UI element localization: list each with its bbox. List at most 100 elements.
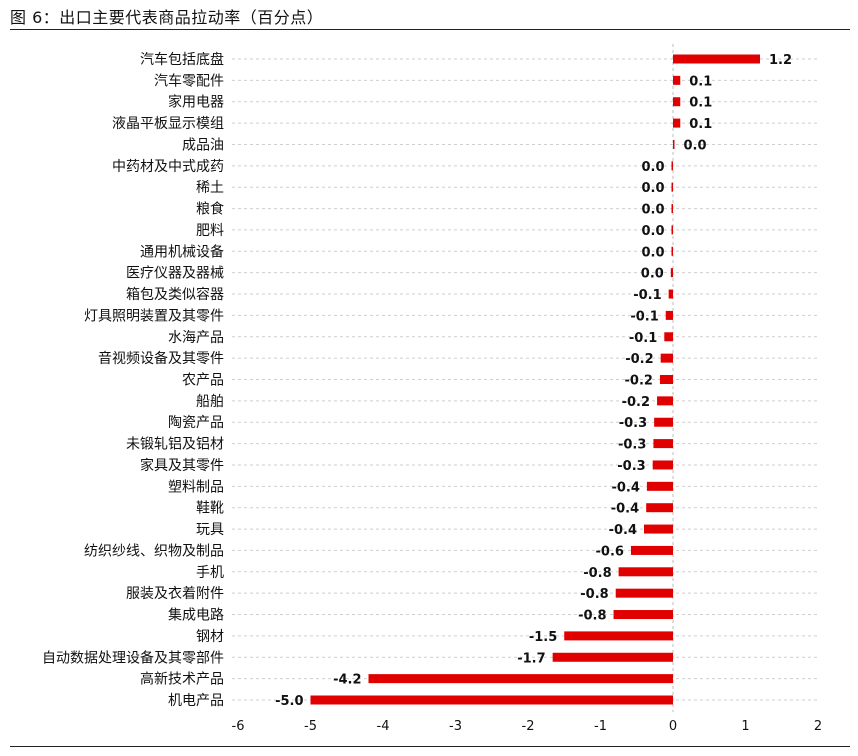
bar xyxy=(646,503,673,513)
x-tick-label: 2 xyxy=(814,719,822,734)
x-tick-label: -6 xyxy=(232,719,245,734)
bar xyxy=(671,204,673,214)
value-label: 0.0 xyxy=(641,203,664,218)
bar xyxy=(618,567,673,577)
bar xyxy=(646,481,673,491)
bar xyxy=(657,396,673,406)
category-label: 机电产品 xyxy=(168,693,224,709)
bar xyxy=(664,332,673,342)
value-label: 0.0 xyxy=(641,267,664,282)
top-rule xyxy=(10,29,850,30)
bar xyxy=(552,652,673,662)
bottom-rule xyxy=(10,746,850,747)
category-label: 中药材及中式成药 xyxy=(112,159,224,175)
bar xyxy=(671,182,673,192)
category-label: 钢材 xyxy=(196,629,224,645)
value-label: -1.5 xyxy=(529,630,557,645)
bar xyxy=(671,246,673,256)
chart-title: 图 6：出口主要代表商品拉动率（百分点） xyxy=(10,8,324,27)
bar xyxy=(564,631,673,641)
bar xyxy=(673,118,681,128)
value-label: 1.2 xyxy=(769,53,792,68)
value-label: -1.7 xyxy=(517,651,545,666)
value-label: 0.0 xyxy=(641,224,664,239)
value-label: 0.0 xyxy=(641,160,664,175)
category-label: 高新技术产品 xyxy=(140,671,224,688)
category-label: 手机 xyxy=(196,565,224,581)
x-tick-label: -1 xyxy=(594,719,607,734)
category-label: 箱包及类似容器 xyxy=(126,286,224,303)
bar xyxy=(613,610,673,620)
bar xyxy=(368,674,673,684)
value-label: -0.3 xyxy=(619,416,647,431)
category-label: 成品油 xyxy=(182,137,224,153)
bar xyxy=(673,97,681,107)
value-label: -0.1 xyxy=(633,288,661,303)
x-tick-label: -5 xyxy=(304,719,317,734)
value-label: 0.1 xyxy=(689,96,712,111)
x-tick-label: -2 xyxy=(522,719,535,734)
bar xyxy=(671,161,673,171)
value-label: -0.1 xyxy=(629,331,657,346)
x-tick-label: 0 xyxy=(669,719,677,734)
value-label: -0.2 xyxy=(625,374,653,389)
bar xyxy=(630,545,673,555)
bar xyxy=(660,353,673,363)
category-label: 船舶 xyxy=(196,394,224,410)
bar xyxy=(673,75,681,85)
category-label: 汽车包括底盘 xyxy=(140,51,224,68)
value-label: -0.1 xyxy=(630,309,658,324)
category-label: 服装及衣着附件 xyxy=(126,586,224,602)
category-label: 陶瓷产品 xyxy=(168,415,224,431)
bar xyxy=(668,289,673,299)
x-tick-label: -3 xyxy=(449,719,462,734)
category-label: 家具及其零件 xyxy=(140,457,224,474)
category-label: 肥料 xyxy=(196,223,224,239)
bar xyxy=(673,139,675,149)
value-label: 0.1 xyxy=(689,74,712,89)
category-label: 纺织纱线、织物及制品 xyxy=(84,543,224,559)
category-label: 农产品 xyxy=(182,373,224,389)
bar xyxy=(653,439,673,449)
category-label: 塑料制品 xyxy=(168,479,224,495)
value-label: 0.0 xyxy=(641,181,664,196)
value-label: 0.0 xyxy=(641,245,664,260)
bar xyxy=(671,225,673,235)
value-label: -0.3 xyxy=(617,459,645,474)
value-label: -0.8 xyxy=(583,566,611,581)
value-label: -0.4 xyxy=(611,480,639,495)
value-label: 0.1 xyxy=(689,117,712,132)
value-label: -4.2 xyxy=(333,673,361,688)
category-label: 家用电器 xyxy=(168,94,224,111)
category-label: 自动数据处理设备及其零部件 xyxy=(42,649,224,666)
category-label: 玩具 xyxy=(196,522,224,538)
category-label: 稀土 xyxy=(196,180,224,196)
category-label: 未锻轧铝及铝材 xyxy=(126,437,224,453)
value-label: -0.6 xyxy=(596,544,624,559)
bar xyxy=(670,268,673,278)
category-label: 医疗仪器及器械 xyxy=(126,266,224,282)
value-label: -0.8 xyxy=(578,609,606,624)
category-label: 水海产品 xyxy=(168,330,224,346)
bar xyxy=(665,310,673,320)
value-label: -0.2 xyxy=(622,395,650,410)
bar xyxy=(652,460,673,470)
category-label: 集成电路 xyxy=(168,607,224,624)
category-label: 通用机械设备 xyxy=(140,243,224,260)
bar xyxy=(644,524,673,534)
category-label: 灯具照明装置及其零件 xyxy=(84,308,224,324)
value-label: -0.3 xyxy=(618,438,646,453)
bar xyxy=(659,375,673,384)
value-label: -0.8 xyxy=(580,587,608,602)
value-label: -0.2 xyxy=(625,352,653,367)
bar xyxy=(673,54,760,64)
x-tick-label: -4 xyxy=(377,719,390,734)
bar xyxy=(615,588,673,598)
category-label: 汽车零配件 xyxy=(154,72,224,89)
bar xyxy=(654,417,673,427)
category-label: 液晶平板显示模组 xyxy=(112,116,224,132)
category-label: 音视频设备及其零件 xyxy=(98,350,224,367)
category-label: 粮食 xyxy=(196,201,224,218)
value-label: -0.4 xyxy=(609,523,637,538)
